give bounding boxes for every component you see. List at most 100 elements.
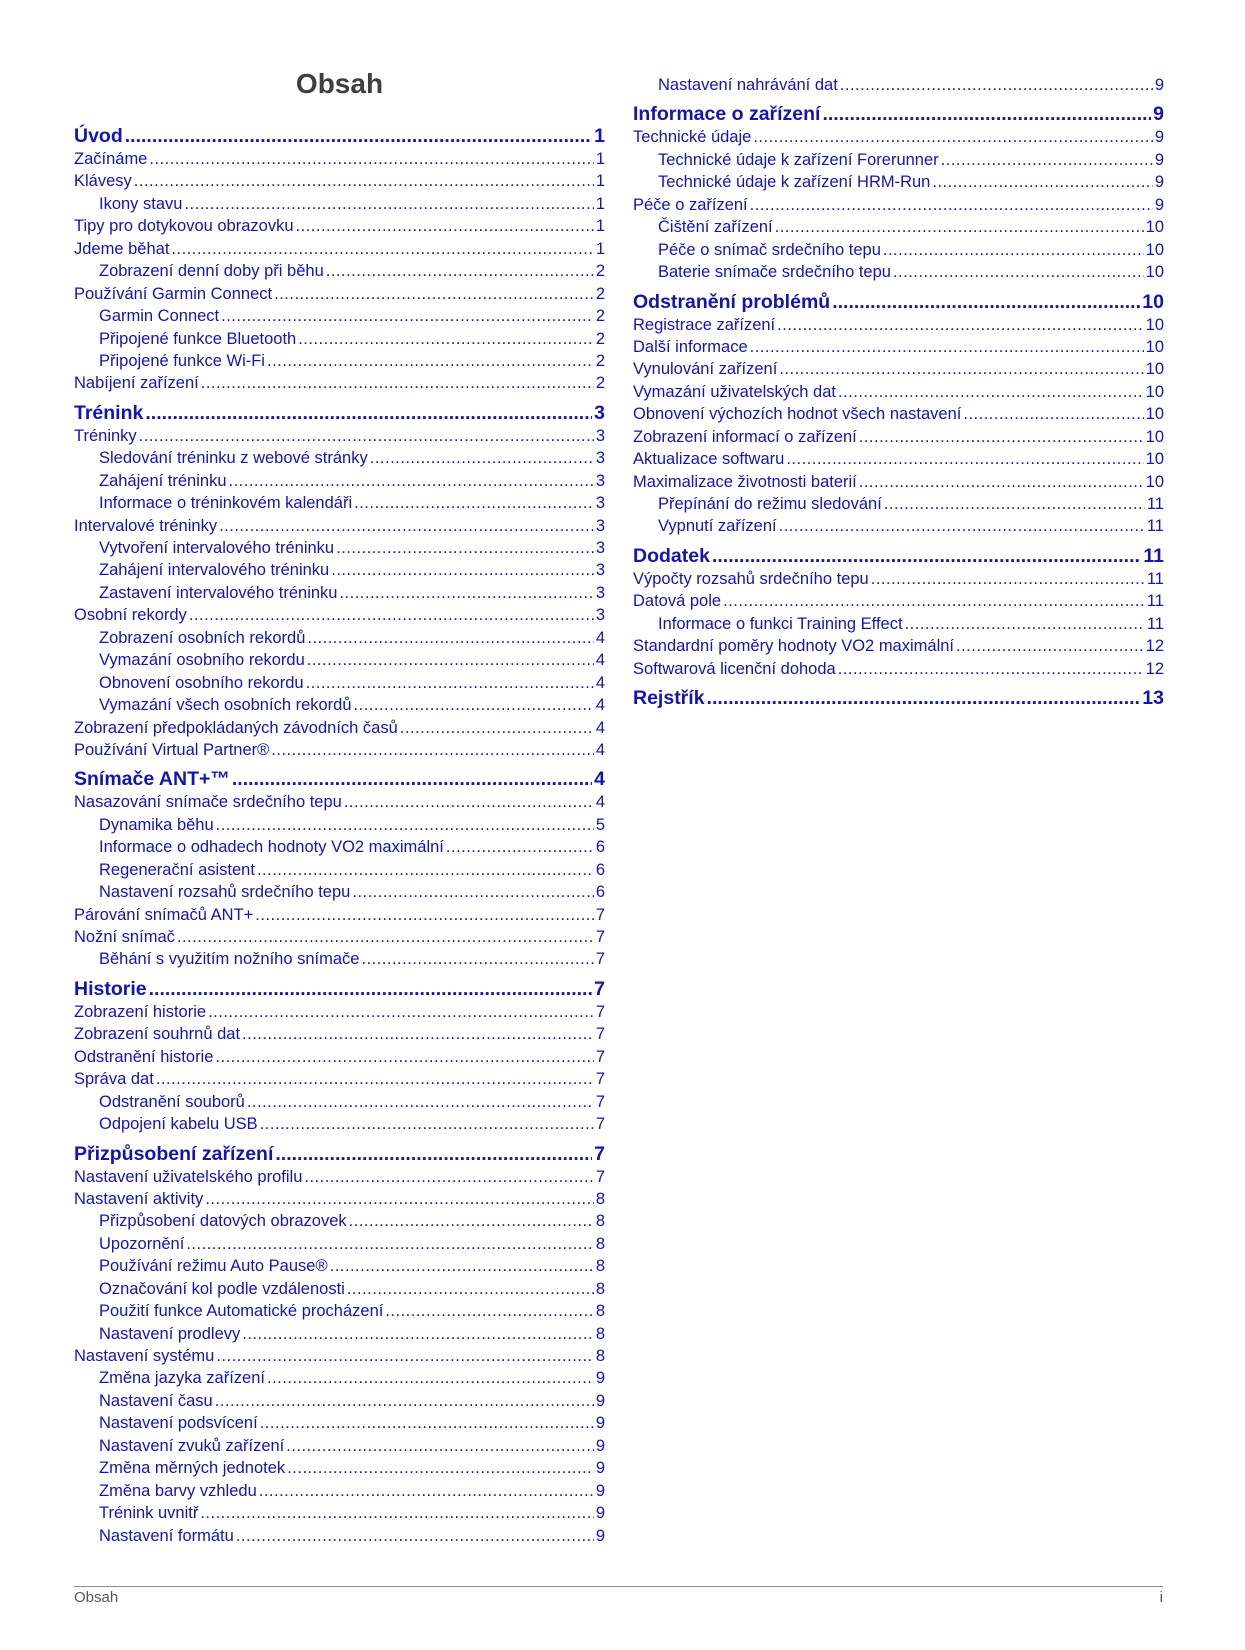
- toc-page-number: 9: [595, 1504, 605, 1523]
- toc-entry-link[interactable]: Garmin Connect 2: [74, 305, 605, 327]
- toc-entry-link[interactable]: Aktualizace softwaru 10: [633, 448, 1164, 470]
- toc-entry-link[interactable]: Nastavení rozsahů srdečního tepu 6: [74, 881, 605, 903]
- toc-section-link[interactable]: Informace o zařízení 9: [633, 103, 1164, 126]
- toc-entry-link[interactable]: Baterie snímače srdečního tepu 10: [633, 261, 1164, 283]
- toc-entry-link[interactable]: Technické údaje k zařízení Forerunner 9: [633, 149, 1164, 171]
- toc-entry-link[interactable]: Nastavení systému 8: [74, 1345, 605, 1367]
- toc-entry-link[interactable]: Párování snímačů ANT+ 7: [74, 904, 605, 926]
- toc-entry-link[interactable]: Nastavení formátu 9: [74, 1525, 605, 1547]
- toc-entry-link[interactable]: Označování kol podle vzdálenosti 8: [74, 1278, 605, 1300]
- toc-entry-link[interactable]: Odpojení kabelu USB 7: [74, 1113, 605, 1135]
- toc-entry-link[interactable]: Vymazání osobního rekordu 4: [74, 649, 605, 671]
- toc-entry-link[interactable]: Nastavení podsvícení 9: [74, 1412, 605, 1434]
- toc-section-link[interactable]: Dodatek 11: [633, 545, 1164, 568]
- dot-leader: [370, 447, 594, 469]
- toc-entry-link[interactable]: Odstranění historie 7: [74, 1046, 605, 1068]
- toc-entry-link[interactable]: Standardní poměry hodnoty VO2 maximální 1…: [633, 635, 1164, 657]
- toc-entry-title: Technické údaje k zařízení HRM-Run: [658, 173, 931, 192]
- toc-entry-link[interactable]: Ikony stavu 1: [74, 193, 605, 215]
- toc-entry-link[interactable]: Vymazání uživatelských dat 10: [633, 381, 1164, 403]
- toc-page-number: 2: [595, 351, 605, 370]
- toc-entry-link[interactable]: Použití funkce Automatické procházení 8: [74, 1300, 605, 1322]
- toc-entry-link[interactable]: Vymazání všech osobních rekordů 4: [74, 694, 605, 716]
- toc-entry-link[interactable]: Změna jazyka zařízení 9: [74, 1367, 605, 1389]
- toc-entry-link[interactable]: Zobrazení souhrnů dat 7: [74, 1023, 605, 1045]
- toc-entry-link[interactable]: Informace o tréninkovém kalendáři 3: [74, 492, 605, 514]
- toc-entry-link[interactable]: Připojené funkce Bluetooth 2: [74, 328, 605, 350]
- toc-entry-link[interactable]: Připojené funkce Wi-Fi 2: [74, 350, 605, 372]
- toc-entry-link[interactable]: Nastavení aktivity 8: [74, 1188, 605, 1210]
- toc-entry-link[interactable]: Nastavení uživatelského profilu 7: [74, 1166, 605, 1188]
- toc-entry-link[interactable]: Zastavení intervalového tréninku 3: [74, 582, 605, 604]
- toc-entry-link[interactable]: Sledování tréninku z webové stránky 3: [74, 447, 605, 469]
- toc-entry-link[interactable]: Nastavení zvuků zařízení 9: [74, 1435, 605, 1457]
- toc-entry-link[interactable]: Informace o odhadech hodnoty VO2 maximál…: [74, 836, 605, 858]
- toc-entry-link[interactable]: Vynulování zařízení 10: [633, 358, 1164, 380]
- toc-section-link[interactable]: Trénink 3: [74, 402, 605, 425]
- toc-entry-link[interactable]: Nastavení času 9: [74, 1390, 605, 1412]
- toc-entry-link[interactable]: Běhání s využitím nožního snímače 7: [74, 948, 605, 970]
- toc-entry-link[interactable]: Zobrazení historie 7: [74, 1001, 605, 1023]
- toc-entry-link[interactable]: Změna měrných jednotek 9: [74, 1457, 605, 1479]
- toc-entry-link[interactable]: Intervalové tréninky 3: [74, 515, 605, 537]
- toc-section-link[interactable]: Snímače ANT+™ 4: [74, 768, 605, 791]
- toc-entry-link[interactable]: Obnovení výchozích hodnot všech nastaven…: [633, 403, 1164, 425]
- toc-entry-link[interactable]: Vytvoření intervalového tréninku 3: [74, 537, 605, 559]
- toc-entry-link[interactable]: Další informace 10: [633, 336, 1164, 358]
- toc-entry-title: Tréninky: [74, 426, 137, 445]
- toc-page-number: 10: [1142, 290, 1164, 313]
- toc-entry-link[interactable]: Zahájení intervalového tréninku 3: [74, 559, 605, 581]
- toc-entry-link[interactable]: Tréninky 3: [74, 425, 605, 447]
- toc-entry-link[interactable]: Používání Virtual Partner® 4: [74, 739, 605, 761]
- toc-entry-link[interactable]: Přepínání do režimu sledování 11: [633, 493, 1164, 515]
- toc-entry-link[interactable]: Datová pole 11: [633, 590, 1164, 612]
- toc-entry-link[interactable]: Upozornění 8: [74, 1233, 605, 1255]
- toc-section-link[interactable]: Odstranění problémů 10: [633, 291, 1164, 314]
- toc-section-link[interactable]: Úvod 1: [74, 125, 605, 148]
- toc-entry-link[interactable]: Dynamika běhu 5: [74, 814, 605, 836]
- toc-entry-link[interactable]: Nastavení nahrávání dat 9: [633, 74, 1164, 96]
- toc-entry-link[interactable]: Používání Garmin Connect 2: [74, 283, 605, 305]
- toc-entry-link[interactable]: Technické údaje k zařízení HRM-Run 9: [633, 171, 1164, 193]
- toc-entry-link[interactable]: Maximalizace životnosti baterií 10: [633, 471, 1164, 493]
- toc-entry-link[interactable]: Zobrazení informací o zařízení 10: [633, 426, 1164, 448]
- toc-entry-link[interactable]: Softwarová licenční dohoda 12: [633, 658, 1164, 680]
- toc-entry-link[interactable]: Informace o funkci Training Effect 11: [633, 613, 1164, 635]
- toc-entry-title: Intervalové tréninky: [74, 516, 218, 535]
- toc-entry-link[interactable]: Zobrazení předpokládaných závodních časů…: [74, 717, 605, 739]
- toc-entry-link[interactable]: Zobrazení osobních rekordů 4: [74, 627, 605, 649]
- toc-entry-link[interactable]: Nastavení prodlevy 8: [74, 1323, 605, 1345]
- toc-entry-link[interactable]: Trénink uvnitř 9: [74, 1502, 605, 1524]
- toc-entry-link[interactable]: Péče o snímač srdečního tepu 10: [633, 239, 1164, 261]
- toc-section-link[interactable]: Přizpůsobení zařízení 7: [74, 1143, 605, 1166]
- dot-leader: [184, 193, 593, 215]
- toc-entry-link[interactable]: Přizpůsobení datových obrazovek 8: [74, 1210, 605, 1232]
- dot-leader: [201, 372, 594, 394]
- toc-entry-link[interactable]: Osobní rekordy 3: [74, 604, 605, 626]
- toc-entry-link[interactable]: Technické údaje 9: [633, 126, 1164, 148]
- toc-page-number: 9: [595, 1481, 605, 1500]
- toc-entry-link[interactable]: Změna barvy vzhledu 9: [74, 1480, 605, 1502]
- toc-entry-link[interactable]: Registrace zařízení 10: [633, 314, 1164, 336]
- toc-entry-title: Odstranění souborů: [99, 1092, 245, 1111]
- toc-entry-link[interactable]: Obnovení osobního rekordu 4: [74, 672, 605, 694]
- toc-entry-link[interactable]: Péče o zařízení 9: [633, 194, 1164, 216]
- toc-entry-link[interactable]: Zobrazení denní doby při běhu 2: [74, 260, 605, 282]
- toc-entry-link[interactable]: Regenerační asistent 6: [74, 859, 605, 881]
- toc-section-link[interactable]: Historie 7: [74, 978, 605, 1001]
- toc-entry-link[interactable]: Začínáme 1: [74, 148, 605, 170]
- toc-entry-link[interactable]: Čištění zařízení 10: [633, 216, 1164, 238]
- toc-entry-link[interactable]: Tipy pro dotykovou obrazovku 1: [74, 215, 605, 237]
- toc-section-link[interactable]: Rejstřík 13: [633, 687, 1164, 710]
- toc-entry-link[interactable]: Nasazování snímače srdečního tepu 4: [74, 791, 605, 813]
- toc-entry-link[interactable]: Nabíjení zařízení 2: [74, 372, 605, 394]
- toc-entry-link[interactable]: Zahájení tréninku 3: [74, 470, 605, 492]
- toc-entry-link[interactable]: Výpočty rozsahů srdečního tepu 11: [633, 568, 1164, 590]
- toc-entry-link[interactable]: Vypnutí zařízení 11: [633, 515, 1164, 537]
- toc-entry-link[interactable]: Nožní snímač 7: [74, 926, 605, 948]
- toc-entry-link[interactable]: Správa dat 7: [74, 1068, 605, 1090]
- toc-entry-link[interactable]: Odstranění souborů 7: [74, 1091, 605, 1113]
- toc-entry-link[interactable]: Jdeme běhat 1: [74, 238, 605, 260]
- toc-entry-link[interactable]: Používání režimu Auto Pause® 8: [74, 1255, 605, 1277]
- toc-entry-link[interactable]: Klávesy 1: [74, 170, 605, 192]
